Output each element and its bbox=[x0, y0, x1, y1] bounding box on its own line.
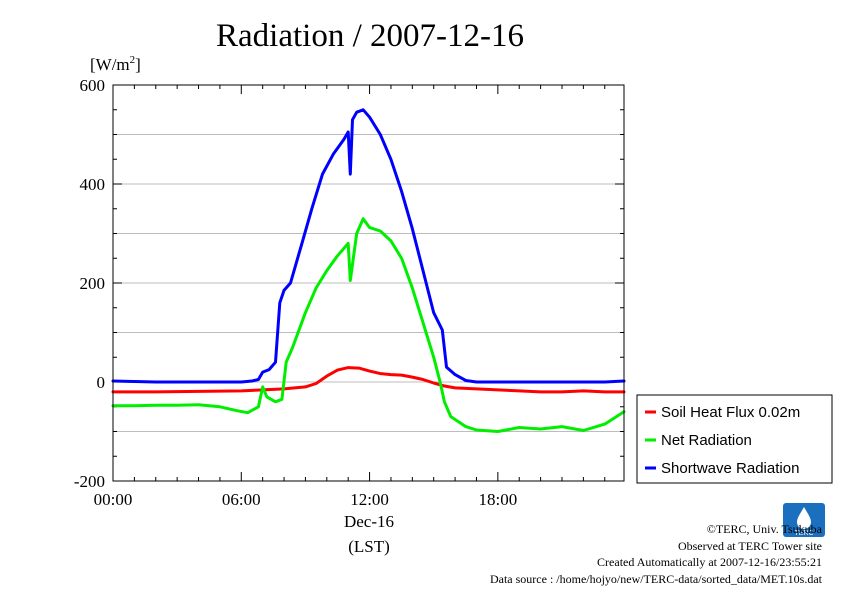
x-tick-label: 06:00 bbox=[222, 490, 261, 509]
x-tick-label: 12:00 bbox=[350, 490, 389, 509]
footer-created: Created Automatically at 2007-12-16/23:5… bbox=[597, 555, 822, 569]
footer-copyright: ©TERC, Univ. Tsukuba bbox=[707, 522, 823, 536]
legend-box bbox=[636, 394, 833, 484]
axis-ticks: -200 0 200 400 600 00:00 06:00 12:00 18:00 bbox=[74, 76, 624, 509]
legend: Soil Heat Flux 0.02m Net Radiation Shortwa… bbox=[636, 394, 833, 484]
y-tick-label: 400 bbox=[80, 175, 106, 194]
y-tick-label: 600 bbox=[80, 76, 106, 95]
y-tick-label: 0 bbox=[97, 373, 106, 392]
legend-label: Shortwave Radiation bbox=[661, 460, 799, 477]
y-tick-label: 200 bbox=[80, 274, 106, 293]
grid-lines bbox=[113, 134, 624, 432]
footer-source: Data source : /home/hojyo/new/TERC-data/… bbox=[490, 572, 823, 586]
series-line-2 bbox=[111, 108, 626, 384]
legend-label: Soil Heat Flux 0.02m bbox=[661, 404, 800, 421]
x-tick-label: 18:00 bbox=[478, 490, 517, 509]
logo-drop-icon bbox=[797, 507, 811, 529]
terc-logo: TERC bbox=[783, 503, 825, 537]
footer-observed: Observed at TERC Tower site bbox=[678, 539, 822, 553]
y-tick-label: -200 bbox=[74, 472, 105, 491]
y-axis-label: [W/m2] bbox=[90, 54, 141, 74]
logo-text: TERC bbox=[794, 530, 813, 537]
legend-label: Net Radiation bbox=[661, 432, 752, 449]
series-lines bbox=[111, 108, 626, 433]
series-line-0 bbox=[111, 366, 626, 394]
x-axis-timezone-label: (LST) bbox=[348, 537, 390, 556]
plot-frame bbox=[112, 84, 625, 482]
series-line-1 bbox=[111, 217, 626, 433]
x-axis-date-label: Dec-16 bbox=[344, 512, 394, 531]
x-tick-label: 00:00 bbox=[94, 490, 133, 509]
chart-title: Radiation / 2007-12-16 bbox=[216, 18, 524, 54]
